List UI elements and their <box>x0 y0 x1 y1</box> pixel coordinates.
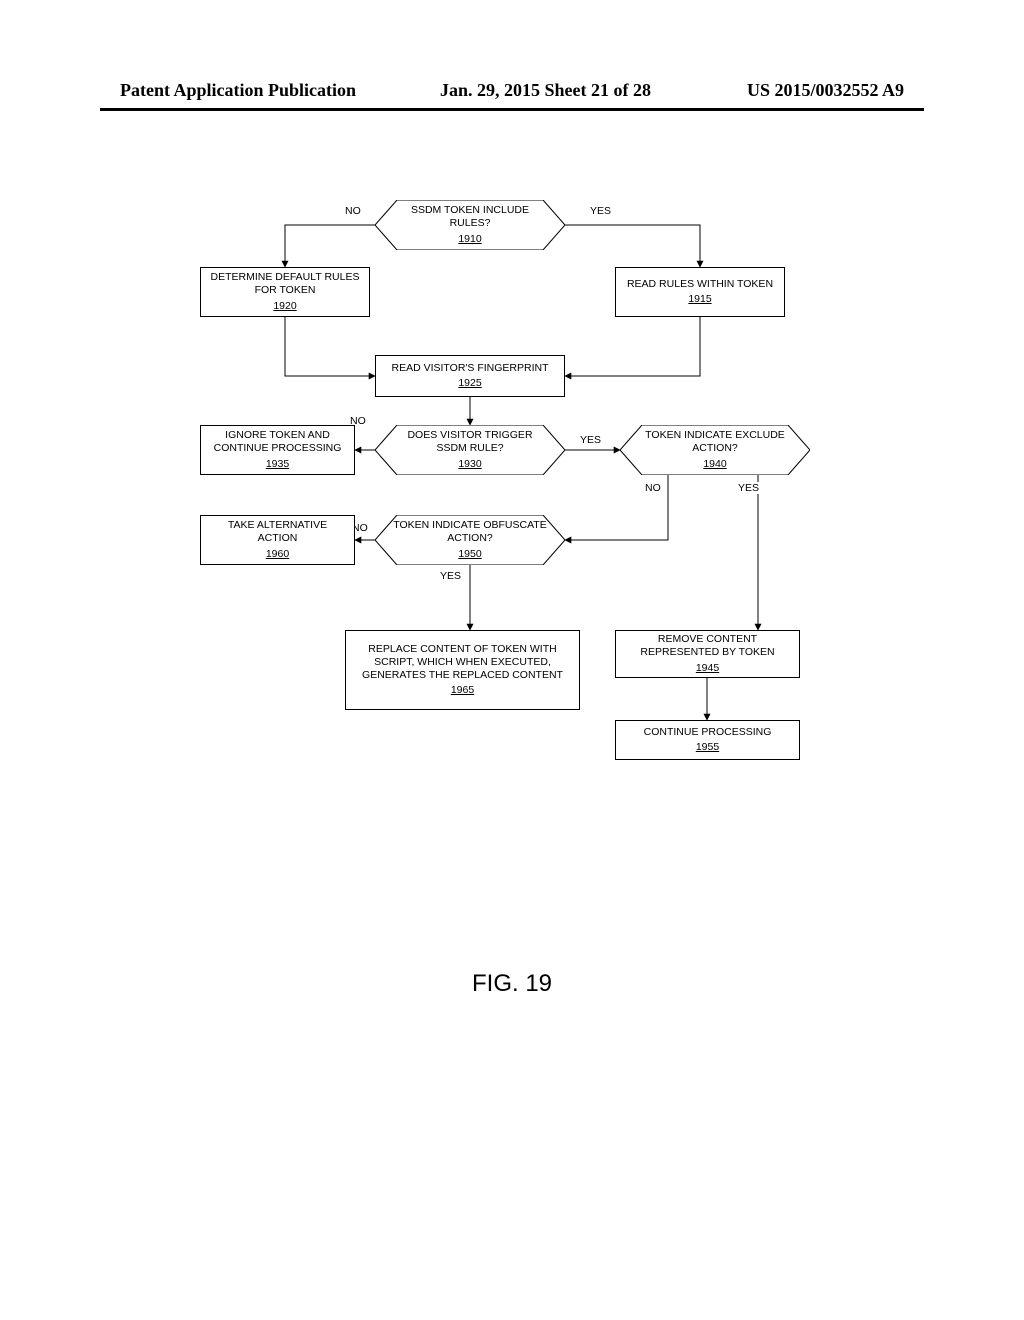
label-1950-yes: YES <box>440 570 461 582</box>
process-1935: IGNORE TOKEN AND CONTINUE PROCESSING 193… <box>200 425 355 475</box>
header-right: US 2015/0032552 A9 <box>747 80 904 101</box>
node-text: TOKEN INDICATE OBFUSCATE ACTION? <box>391 519 549 545</box>
figure-label: FIG. 19 <box>0 970 1024 998</box>
node-text: REPLACE CONTENT OF TOKEN WITH SCRIPT, WH… <box>352 643 573 682</box>
node-text: TAKE ALTERNATIVE ACTION <box>207 519 348 545</box>
node-ref: 1910 <box>458 233 481 246</box>
decision-1950: TOKEN INDICATE OBFUSCATE ACTION? 1950 <box>375 515 565 565</box>
header-center: Jan. 29, 2015 Sheet 21 of 28 <box>440 80 651 101</box>
node-ref: 1950 <box>458 548 481 561</box>
label-1930-yes: YES <box>580 434 601 446</box>
node-ref: 1965 <box>451 684 474 697</box>
process-1920: DETERMINE DEFAULT RULES FOR TOKEN 1920 <box>200 267 370 317</box>
flowchart: NO YES NO YES NO YES NO YES SSDM TOKEN I… <box>190 200 830 840</box>
label-1940-no: NO <box>645 482 661 494</box>
label-1910-no: NO <box>345 205 361 217</box>
node-ref: 1935 <box>266 458 289 471</box>
node-ref: 1920 <box>273 300 296 313</box>
page: Patent Application Publication Jan. 29, … <box>0 0 1024 1320</box>
label-1940-yes: YES <box>738 482 759 494</box>
header-left: Patent Application Publication <box>120 80 356 101</box>
node-ref: 1955 <box>696 741 719 754</box>
node-ref: 1915 <box>688 293 711 306</box>
decision-1910: SSDM TOKEN INCLUDE RULES? 1910 <box>375 200 565 250</box>
page-header: Patent Application Publication Jan. 29, … <box>120 80 904 101</box>
node-text: DETERMINE DEFAULT RULES FOR TOKEN <box>207 271 363 297</box>
decision-1940: TOKEN INDICATE EXCLUDE ACTION? 1940 <box>620 425 810 475</box>
process-1915: READ RULES WITHIN TOKEN 1915 <box>615 267 785 317</box>
node-ref: 1925 <box>458 377 481 390</box>
node-text: DOES VISITOR TRIGGER SSDM RULE? <box>391 429 549 455</box>
node-text: TOKEN INDICATE EXCLUDE ACTION? <box>636 429 794 455</box>
decision-1930: DOES VISITOR TRIGGER SSDM RULE? 1930 <box>375 425 565 475</box>
process-1945: REMOVE CONTENT REPRESENTED BY TOKEN 1945 <box>615 630 800 678</box>
node-ref: 1940 <box>703 458 726 471</box>
node-text: CONTINUE PROCESSING <box>644 726 772 739</box>
node-ref: 1930 <box>458 458 481 471</box>
process-1965: REPLACE CONTENT OF TOKEN WITH SCRIPT, WH… <box>345 630 580 710</box>
node-text: READ RULES WITHIN TOKEN <box>627 278 773 291</box>
process-1955: CONTINUE PROCESSING 1955 <box>615 720 800 760</box>
label-1910-yes: YES <box>590 205 611 217</box>
node-ref: 1945 <box>696 662 719 675</box>
node-ref: 1960 <box>266 548 289 561</box>
node-text: READ VISITOR'S FINGERPRINT <box>392 362 549 375</box>
header-rule <box>100 108 924 111</box>
node-text: SSDM TOKEN INCLUDE RULES? <box>391 204 549 230</box>
node-text: IGNORE TOKEN AND CONTINUE PROCESSING <box>207 429 348 455</box>
node-text: REMOVE CONTENT REPRESENTED BY TOKEN <box>622 633 793 659</box>
process-1960: TAKE ALTERNATIVE ACTION 1960 <box>200 515 355 565</box>
process-1925: READ VISITOR'S FINGERPRINT 1925 <box>375 355 565 397</box>
